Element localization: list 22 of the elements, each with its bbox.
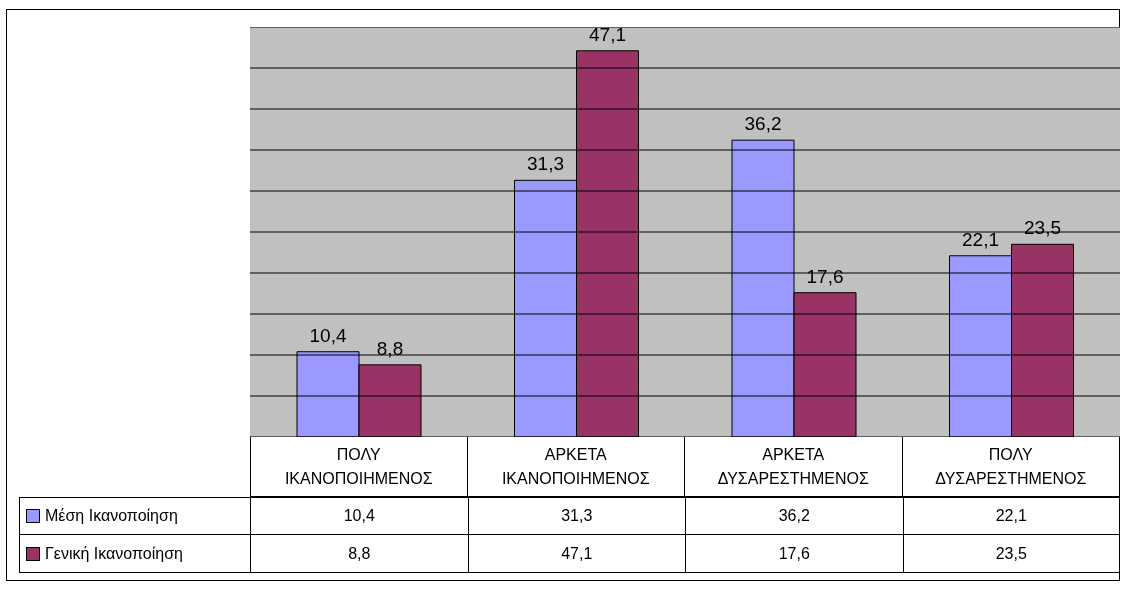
- text: 17,6: [806, 265, 844, 287]
- x-tick-label: ΠΟΛΥ ΙΚΑΝΟΠΟΙΗΜΕΝΟΣ: [283, 444, 434, 489]
- x-tick-label: ΠΟΛΥ ΔΥΣΑΡΕΣΤΗΜΕΝΟΣ: [934, 444, 1088, 489]
- text: 23,5: [1024, 217, 1061, 239]
- text: 8,8: [376, 337, 404, 359]
- data-label: 22,1: [902, 497, 1120, 535]
- legend-label: Γενική Ικανοποίηση: [45, 544, 183, 563]
- legend-label: Μέση Ικανοποίηση: [45, 507, 178, 525]
- x-tick-label: ΑΡΚΕΤΑ ΔΥΣΑΡΕΣΤΗΜΕΝΟΣ: [716, 444, 870, 489]
- data-label: 10,4: [250, 497, 468, 535]
- data-label: 23,5: [902, 535, 1120, 573]
- data-label: 8,8: [250, 535, 468, 573]
- data-label: 31,3: [467, 497, 685, 535]
- data-label: 17,6: [685, 535, 903, 573]
- text: 31,3: [527, 153, 564, 175]
- data-label: 36,2: [685, 497, 903, 535]
- text: 36,2: [744, 113, 782, 135]
- text: 22,1: [962, 228, 999, 250]
- text: 10,4: [309, 324, 347, 346]
- data-label: 47,1: [467, 535, 685, 573]
- x-tick-label: ΑΡΚΕΤΑ ΙΚΑΝΟΠΟΙΗΜΕΝΟΣ: [500, 444, 651, 489]
- text: 47,1: [589, 23, 626, 45]
